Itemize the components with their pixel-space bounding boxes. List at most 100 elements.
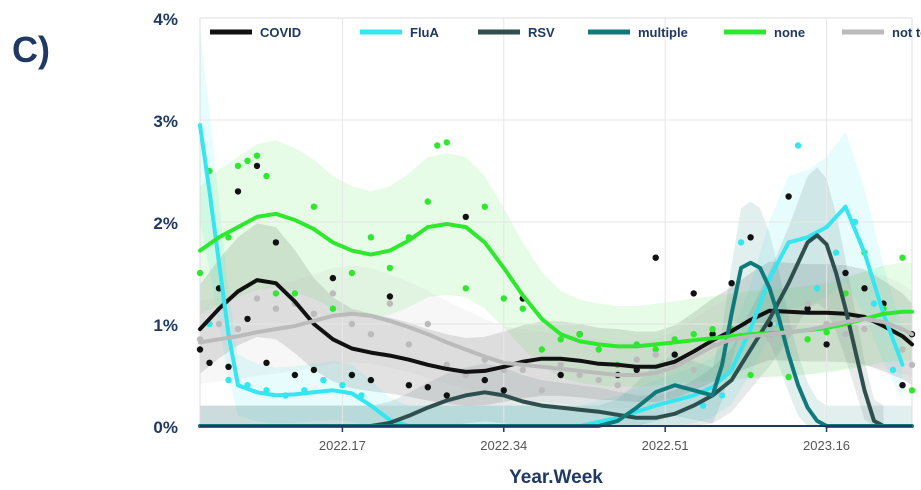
point-covid <box>652 254 659 261</box>
point-covid <box>234 188 242 195</box>
line-covid <box>198 278 914 374</box>
point-none <box>481 203 488 210</box>
point-none <box>690 331 697 338</box>
point-covid <box>367 376 375 384</box>
band-flua <box>200 29 903 426</box>
point-not-tested <box>538 387 545 394</box>
point-not-tested <box>215 320 223 328</box>
y-axis: 0% 1% 2% 3% 4% <box>153 10 178 437</box>
point-not-tested <box>272 305 280 312</box>
point-not-tested <box>842 331 849 338</box>
point-covid <box>709 331 716 338</box>
point-not-tested <box>595 376 602 384</box>
point-covid <box>443 392 450 399</box>
point-none <box>595 346 602 353</box>
point-none <box>348 269 356 277</box>
legend-label-multiple: multiple <box>638 25 688 40</box>
point-covid <box>785 193 792 200</box>
point-none <box>424 198 431 205</box>
band-rsv <box>200 167 884 426</box>
point-none <box>272 290 280 297</box>
point-flua <box>832 249 840 256</box>
point-none <box>386 264 394 272</box>
point-covid <box>310 366 318 374</box>
point-flua <box>225 376 232 384</box>
point-flua <box>339 382 346 389</box>
point-none <box>253 152 261 159</box>
point-covid <box>253 162 261 170</box>
x-tick-label: 2022.17 <box>319 438 366 453</box>
point-covid <box>557 371 564 379</box>
point-covid <box>272 239 280 246</box>
point-covid <box>206 359 213 366</box>
point-flua <box>813 285 821 292</box>
point-none <box>443 139 450 146</box>
x-axis: 2022.17 2022.34 2022.51 2023.16 <box>319 426 850 453</box>
point-covid <box>747 234 754 241</box>
point-not-tested <box>557 361 564 368</box>
point-covid <box>291 371 299 379</box>
point-none <box>823 329 830 336</box>
point-not-tested <box>253 295 261 302</box>
legend-label-flua: FluA <box>410 25 439 40</box>
x-tick-label: 2023.16 <box>803 438 850 453</box>
point-not-tested <box>576 371 583 379</box>
y-tick-label: 2% <box>153 214 178 233</box>
point-covid <box>462 213 469 221</box>
point-not-tested <box>348 320 356 328</box>
point-none <box>310 203 318 210</box>
y-tick-label: 3% <box>153 112 178 131</box>
point-covid <box>263 359 270 366</box>
point-flua <box>870 300 878 307</box>
point-not-tested <box>804 300 811 307</box>
point-covid <box>500 387 507 394</box>
point-none <box>329 305 337 312</box>
point-none <box>557 336 564 343</box>
x-tick-label: 2022.51 <box>642 438 689 453</box>
point-none <box>785 373 792 381</box>
point-flua <box>889 366 897 374</box>
line-not-tested <box>198 311 914 377</box>
x-tick-label: 2022.34 <box>480 438 527 453</box>
point-not-tested <box>861 325 868 333</box>
legend-label-none: none <box>774 25 805 40</box>
point-flua <box>718 392 726 399</box>
point-not-tested <box>386 300 394 307</box>
point-covid <box>225 363 232 370</box>
point-not-tested <box>424 320 431 328</box>
point-not-tested <box>519 366 526 374</box>
point-none <box>196 269 204 277</box>
point-none <box>538 346 545 353</box>
point-covid <box>728 280 735 287</box>
point-flua <box>320 376 327 384</box>
point-none <box>291 290 299 297</box>
point-none <box>519 305 526 312</box>
point-none <box>804 336 811 343</box>
point-flua <box>699 402 707 409</box>
point-not-tested <box>908 361 916 368</box>
point-none <box>908 387 916 394</box>
point-covid <box>899 382 906 389</box>
point-none <box>576 331 583 338</box>
y-tick-label: 4% <box>153 10 178 29</box>
point-covid <box>244 315 251 323</box>
band-none <box>200 140 912 387</box>
band-multiple <box>200 201 912 426</box>
point-covid <box>842 269 849 277</box>
point-not-tested <box>652 351 659 358</box>
point-covid <box>329 274 337 282</box>
point-none <box>709 325 716 333</box>
point-covid <box>405 382 413 389</box>
point-covid <box>424 384 431 391</box>
x-axis-label: Year.Week <box>509 467 603 485</box>
point-covid <box>196 346 204 353</box>
point-not-tested <box>443 361 450 368</box>
data-points <box>196 139 916 409</box>
point-covid <box>386 293 394 300</box>
point-none <box>263 172 270 180</box>
point-covid <box>481 376 488 384</box>
point-covid <box>348 371 356 379</box>
point-none <box>899 254 906 261</box>
